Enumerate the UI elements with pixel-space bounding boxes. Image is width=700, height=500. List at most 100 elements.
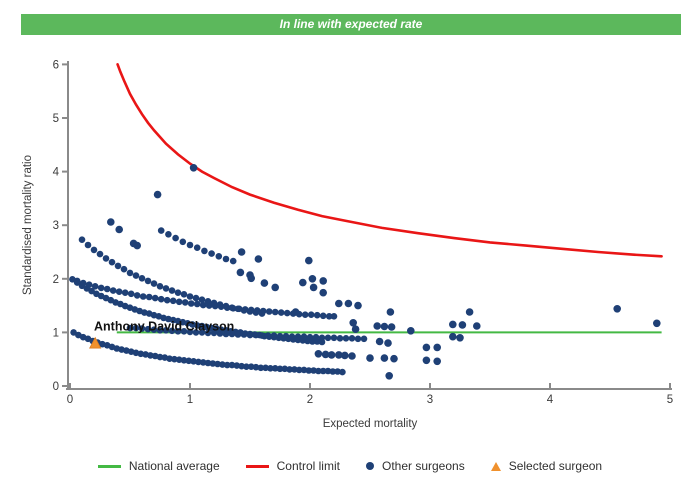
surgeon-dot[interactable] bbox=[108, 258, 116, 266]
surgeon-dot[interactable] bbox=[132, 272, 140, 279]
surgeon-dot[interactable] bbox=[349, 319, 358, 327]
surgeon-dot[interactable] bbox=[260, 279, 269, 287]
surgeon-dot[interactable] bbox=[97, 284, 105, 292]
surgeon-dot[interactable] bbox=[264, 332, 272, 339]
surgeon-dot[interactable] bbox=[109, 287, 117, 294]
surgeon-dot[interactable] bbox=[301, 311, 309, 319]
surgeon-dot[interactable] bbox=[157, 295, 165, 303]
surgeon-dot[interactable] bbox=[252, 331, 260, 339]
surgeon-dot[interactable] bbox=[126, 324, 134, 332]
surgeon-dot[interactable] bbox=[366, 354, 374, 362]
surgeon-dot[interactable] bbox=[247, 363, 255, 371]
surgeon-dot[interactable] bbox=[262, 364, 269, 372]
surgeon-dot[interactable] bbox=[238, 362, 245, 370]
surgeon-dot[interactable] bbox=[313, 311, 321, 319]
surgeon-dot[interactable] bbox=[257, 364, 265, 372]
surgeon-dot[interactable] bbox=[246, 308, 254, 315]
surgeon-dot[interactable] bbox=[295, 366, 303, 374]
surgeon-dot[interactable] bbox=[201, 247, 208, 255]
surgeon-dot[interactable] bbox=[339, 368, 346, 376]
surgeon-dot[interactable] bbox=[354, 335, 362, 343]
surgeon-dot[interactable] bbox=[373, 322, 382, 330]
surgeon-dot[interactable] bbox=[348, 335, 356, 342]
surgeon-dot[interactable] bbox=[433, 343, 442, 352]
surgeon-dot[interactable] bbox=[90, 246, 98, 254]
surgeon-dot[interactable] bbox=[291, 366, 298, 373]
surgeon-dot[interactable] bbox=[126, 269, 134, 277]
surgeon-dot[interactable] bbox=[281, 365, 289, 373]
surgeon-dot[interactable] bbox=[449, 332, 457, 341]
surgeon-dot[interactable] bbox=[186, 241, 194, 249]
surgeon-dot[interactable] bbox=[198, 329, 206, 336]
surgeon-dot[interactable] bbox=[308, 275, 317, 283]
surgeon-dot[interactable] bbox=[115, 288, 123, 296]
surgeon-dot[interactable] bbox=[144, 277, 152, 285]
surgeon-dot[interactable] bbox=[228, 304, 236, 312]
surgeon-dot[interactable] bbox=[321, 350, 330, 359]
surgeon-dot[interactable] bbox=[653, 319, 661, 328]
surgeon-dot[interactable] bbox=[286, 366, 293, 373]
surgeon-dot[interactable] bbox=[78, 236, 86, 243]
surgeon-dot[interactable] bbox=[324, 367, 332, 375]
surgeon-dot[interactable] bbox=[277, 309, 285, 316]
surgeon-dot[interactable] bbox=[138, 325, 146, 332]
surgeon-dot[interactable] bbox=[243, 363, 250, 371]
surgeon-dot[interactable] bbox=[312, 333, 320, 341]
surgeon-dot[interactable] bbox=[219, 361, 226, 368]
surgeon-dot[interactable] bbox=[147, 352, 154, 359]
surgeon-dot[interactable] bbox=[422, 356, 431, 365]
surgeon-dot[interactable] bbox=[204, 298, 212, 305]
surgeon-dot[interactable] bbox=[85, 281, 93, 289]
surgeon-dot[interactable] bbox=[168, 287, 176, 294]
surgeon-dot[interactable] bbox=[329, 368, 337, 375]
surgeon-dot[interactable] bbox=[294, 333, 302, 341]
surgeon-dot[interactable] bbox=[473, 322, 481, 330]
surgeon-dot[interactable] bbox=[193, 244, 201, 251]
surgeon-dot[interactable] bbox=[150, 280, 158, 287]
surgeon-dot[interactable] bbox=[314, 350, 323, 358]
surgeon-dot[interactable] bbox=[254, 255, 263, 263]
surgeon-dot[interactable] bbox=[234, 331, 242, 338]
surgeon-dot[interactable] bbox=[199, 301, 207, 309]
surgeon-dot[interactable] bbox=[319, 288, 328, 297]
surgeon-dot[interactable] bbox=[234, 305, 242, 313]
surgeon-dot[interactable] bbox=[449, 320, 457, 329]
surgeon-dot[interactable] bbox=[319, 367, 327, 375]
surgeon-dot[interactable] bbox=[348, 352, 356, 360]
surgeon-dot[interactable] bbox=[103, 285, 111, 293]
surgeon-dot[interactable] bbox=[88, 287, 95, 295]
surgeon-dot[interactable] bbox=[384, 339, 392, 347]
surgeon-dot[interactable] bbox=[247, 274, 255, 283]
surgeon-dot[interactable] bbox=[228, 361, 236, 369]
surgeon-dot[interactable] bbox=[310, 367, 317, 374]
surgeon-dot[interactable] bbox=[385, 372, 394, 380]
surgeon-dot[interactable] bbox=[336, 335, 344, 342]
surgeon-dot[interactable] bbox=[189, 164, 198, 172]
surgeon-dot[interactable] bbox=[132, 324, 140, 332]
surgeon-dot[interactable] bbox=[102, 255, 110, 262]
surgeon-dot[interactable] bbox=[228, 330, 236, 338]
surgeon-dot[interactable] bbox=[240, 307, 248, 314]
surgeon-dot[interactable] bbox=[166, 355, 173, 363]
surgeon-dot[interactable] bbox=[299, 278, 307, 287]
surgeon-dot[interactable] bbox=[204, 329, 212, 337]
surgeon-dot[interactable] bbox=[319, 312, 327, 320]
surgeon-dot[interactable] bbox=[151, 294, 159, 302]
surgeon-dot[interactable] bbox=[171, 355, 178, 363]
surgeon-dot[interactable] bbox=[222, 302, 230, 310]
surgeon-dot[interactable] bbox=[193, 322, 201, 329]
surgeon-dot[interactable] bbox=[153, 190, 162, 199]
surgeon-dot[interactable] bbox=[70, 329, 77, 336]
surgeon-dot[interactable] bbox=[138, 275, 146, 282]
surgeon-dot[interactable] bbox=[276, 365, 284, 373]
selected-surgeon-marker[interactable] bbox=[89, 336, 102, 349]
surgeon-dot[interactable] bbox=[465, 308, 474, 316]
surgeon-dot[interactable] bbox=[407, 327, 415, 335]
surgeon-dot[interactable] bbox=[210, 329, 218, 337]
surgeon-dot[interactable] bbox=[216, 301, 224, 308]
surgeon-dot[interactable] bbox=[185, 357, 193, 365]
surgeon-dot[interactable] bbox=[165, 231, 172, 238]
surgeon-dot[interactable] bbox=[179, 238, 187, 246]
surgeon-dot[interactable] bbox=[180, 357, 188, 364]
surgeon-dot[interactable] bbox=[127, 290, 135, 298]
